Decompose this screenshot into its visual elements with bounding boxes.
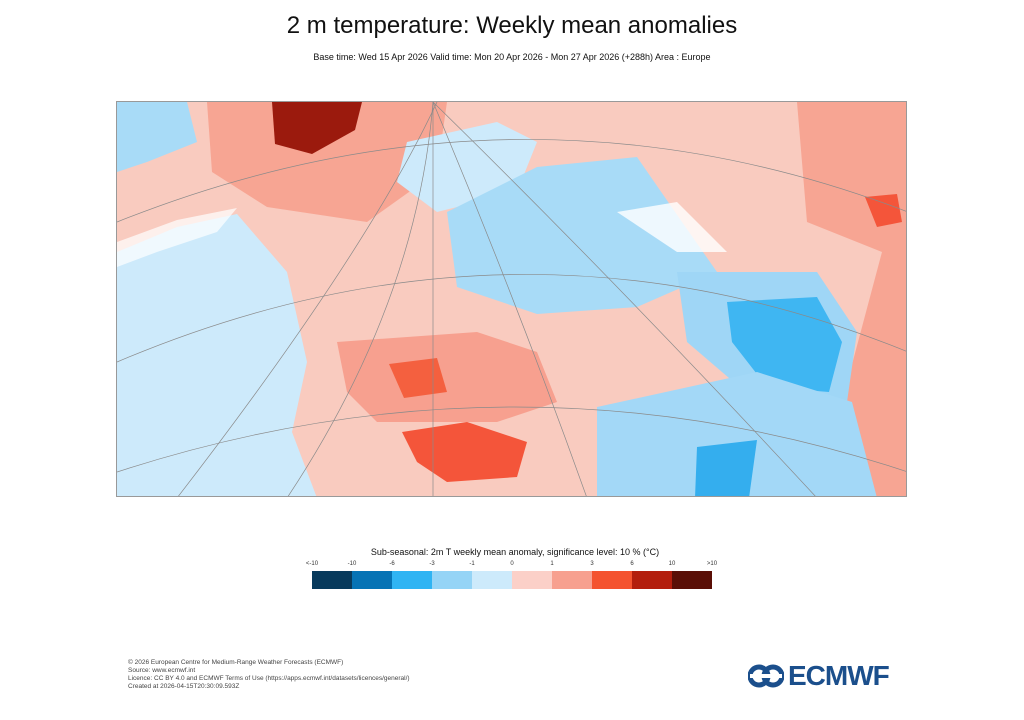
legend-swatch	[512, 571, 552, 589]
chart-subtitle: Base time: Wed 15 Apr 2026 Valid time: M…	[313, 52, 711, 62]
footer-credits: © 2026 European Centre for Medium-Range …	[128, 659, 410, 691]
legend-label: <-10	[305, 561, 319, 567]
graticule	[117, 102, 906, 496]
anomaly-region-north-atlantic	[207, 102, 447, 222]
anomaly-region-south-blue	[597, 372, 877, 496]
anomaly-region-iberia-core	[389, 358, 447, 398]
legend-label: -6	[389, 561, 395, 567]
licence-text: Licence: CC BY 4.0 and ECMWF Terms of Us…	[128, 675, 410, 682]
legend-swatch	[672, 571, 712, 589]
legend-label: 10	[668, 561, 676, 567]
legend-label: >10	[706, 561, 718, 567]
created-text: Created at 2026-04-15T20:30:09.593Z	[128, 683, 240, 690]
anomaly-region-iberia-mid	[337, 332, 557, 422]
ecmwf-logo-icon	[748, 664, 784, 688]
anomaly-region-east-med-strong	[727, 297, 842, 392]
chart-title: 2 m temperature: Weekly mean anomalies	[286, 12, 738, 39]
anomaly-region-south-strong	[695, 440, 757, 496]
legend-swatch	[592, 571, 632, 589]
anomaly-region-ne-red	[865, 194, 902, 227]
legend-swatch	[392, 571, 432, 589]
copyright-text: © 2026 European Centre for Medium-Range …	[128, 659, 344, 666]
legend-swatch	[312, 571, 352, 589]
legend-labels: <-10 -10 -6 -3 -1 0 1 3 6 10 >10	[306, 561, 717, 571]
anomaly-region-baltic-white	[617, 202, 727, 252]
legend-swatch	[632, 571, 672, 589]
legend-swatch	[552, 571, 592, 589]
legend-label: 1	[550, 561, 554, 567]
anomaly-region-ocean-west-white	[117, 208, 237, 267]
anomaly-region-ocean-west	[117, 214, 317, 496]
legend-colorbar	[312, 571, 712, 589]
anomaly-region-nw-blue	[117, 102, 197, 172]
legend-swatch	[432, 571, 472, 589]
legend-label: -10	[347, 561, 357, 567]
legend-label: 0	[510, 561, 514, 567]
legend-swatch	[352, 571, 392, 589]
ecmwf-logo-text: ECMWF	[788, 660, 890, 691]
legend-title: Sub-seasonal: 2m T weekly mean anomaly, …	[370, 547, 660, 557]
anomaly-map	[116, 101, 907, 497]
map-svg	[117, 102, 906, 496]
legend-swatch	[472, 571, 512, 589]
legend-label: 3	[590, 561, 594, 567]
legend-label: -1	[469, 561, 475, 567]
anomaly-region-sahara	[402, 422, 527, 482]
source-text: Source: www.ecmwf.int	[128, 667, 196, 674]
anomaly-region-greenland	[272, 102, 362, 154]
legend-label: -3	[429, 561, 435, 567]
ecmwf-logo: ECMWF	[748, 660, 890, 692]
legend-label: 6	[630, 561, 634, 567]
